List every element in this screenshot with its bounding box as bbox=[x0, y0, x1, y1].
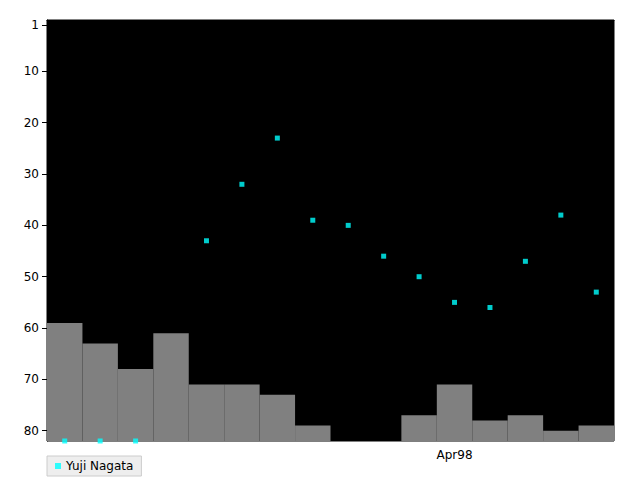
svg-text:20: 20 bbox=[24, 116, 39, 130]
svg-text:70: 70 bbox=[24, 372, 39, 386]
svg-text:80: 80 bbox=[24, 424, 39, 438]
svg-text:Yuji Nagata: Yuji Nagata bbox=[65, 459, 133, 473]
svg-text:60: 60 bbox=[24, 321, 39, 335]
svg-text:10: 10 bbox=[24, 64, 39, 78]
svg-text:30: 30 bbox=[24, 167, 39, 181]
svg-text:1: 1 bbox=[31, 18, 39, 32]
svg-text:Apr98: Apr98 bbox=[437, 448, 473, 462]
svg-text:40: 40 bbox=[24, 218, 39, 232]
svg-text:50: 50 bbox=[24, 270, 39, 284]
